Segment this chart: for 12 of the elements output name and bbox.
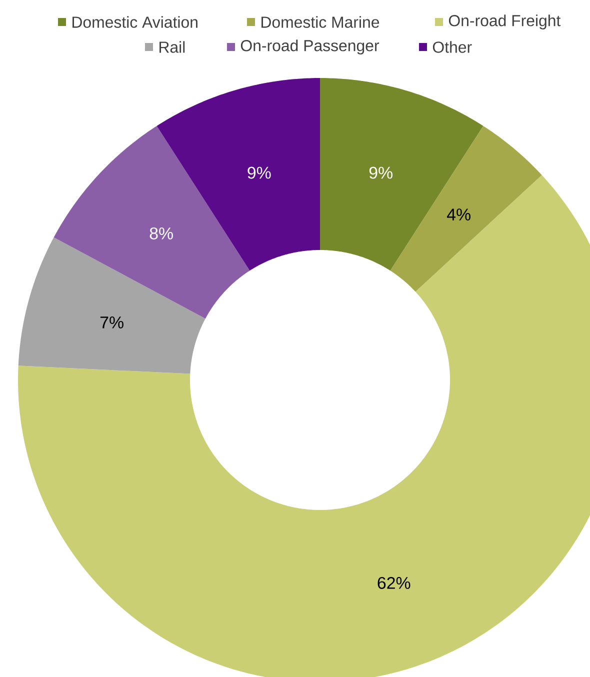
- legend-label: Other: [432, 41, 472, 53]
- legend-label: Rail: [160, 41, 185, 53]
- data-label: 9%: [369, 166, 392, 179]
- data-label: 7%: [100, 316, 124, 328]
- legend-label: On-road Freight: [448, 14, 561, 30]
- data-label: 9%: [248, 166, 271, 179]
- data-label: 4%: [446, 208, 470, 220]
- legend-label: On-road Passenger: [240, 40, 380, 54]
- data-label: 62%: [378, 576, 410, 589]
- legend-label: Domestic Marine: [262, 16, 380, 28]
- legend-label: Domestic Aviation: [72, 16, 198, 28]
- data-label: 8%: [150, 227, 173, 240]
